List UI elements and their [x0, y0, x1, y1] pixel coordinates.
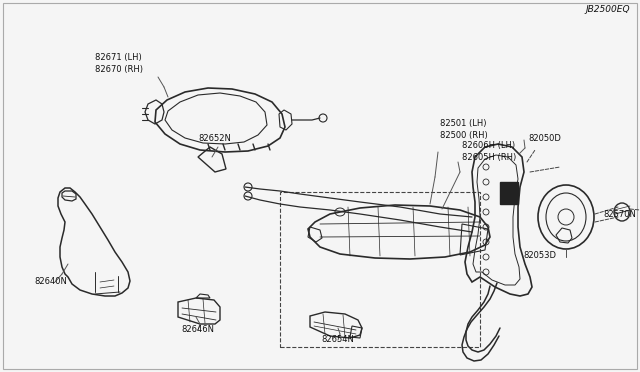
- Text: 82605H (RH): 82605H (RH): [462, 153, 516, 162]
- Text: 82053D: 82053D: [524, 251, 557, 260]
- Text: 82606H (LH): 82606H (LH): [462, 141, 515, 150]
- Text: 82500 (RH): 82500 (RH): [440, 131, 488, 140]
- Text: 82050D: 82050D: [528, 134, 561, 143]
- Text: 82640N: 82640N: [34, 277, 67, 286]
- Bar: [280, 192, 480, 347]
- Text: 82646N: 82646N: [182, 325, 214, 334]
- Text: 82654N: 82654N: [321, 335, 355, 344]
- Bar: [500, 182, 518, 204]
- Text: 82501 (LH): 82501 (LH): [440, 119, 486, 128]
- Text: 82652N: 82652N: [198, 134, 232, 143]
- Text: JB2500EQ: JB2500EQ: [586, 5, 630, 14]
- Text: 82570N: 82570N: [603, 209, 636, 218]
- Text: 82671 (LH): 82671 (LH): [95, 53, 141, 62]
- Text: 82670 (RH): 82670 (RH): [95, 65, 143, 74]
